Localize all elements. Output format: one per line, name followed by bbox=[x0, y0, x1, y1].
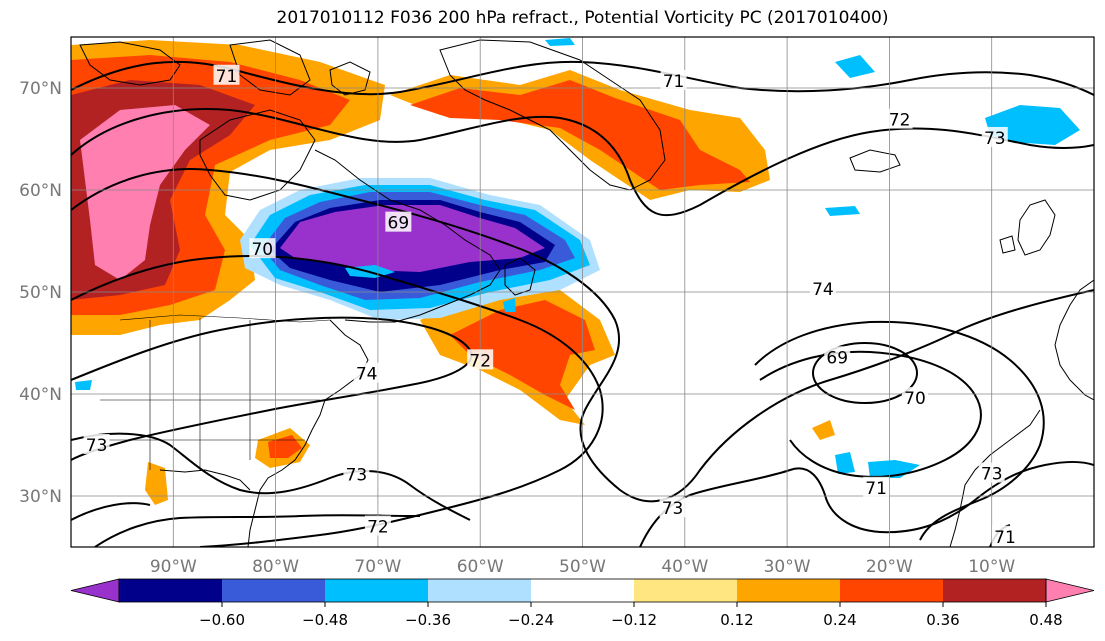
contour-label-bg bbox=[978, 462, 1005, 483]
longitude-label: 50°W bbox=[559, 557, 606, 577]
colorbar-segment bbox=[634, 579, 738, 602]
pv-negative-region bbox=[75, 380, 92, 390]
map-panel bbox=[71, 38, 1094, 547]
colorbar-segment bbox=[119, 579, 223, 602]
contour-label-bg bbox=[901, 387, 928, 408]
latitude-labels: 70°N 60°N 50°N 40°N 30°N bbox=[19, 79, 62, 507]
longitude-label: 60°W bbox=[457, 557, 504, 577]
colorbar-segment bbox=[943, 579, 1047, 602]
latitude-label: 30°N bbox=[19, 487, 62, 507]
contour-label: 70 bbox=[251, 240, 273, 260]
pv-positive-region bbox=[450, 300, 595, 410]
colorbar-tick-label: 0.12 bbox=[720, 611, 753, 629]
latitude-label: 60°N bbox=[19, 181, 62, 201]
colorbar-extend-high bbox=[1045, 578, 1095, 603]
contour-label-bg bbox=[991, 525, 1018, 546]
pv-negative-region bbox=[545, 38, 575, 46]
longitude-label: 70°W bbox=[354, 557, 401, 577]
pv-negative-region bbox=[835, 452, 855, 474]
contour-label: 73 bbox=[346, 466, 368, 486]
longitude-label: 80°W bbox=[252, 557, 299, 577]
longitude-label: 90°W bbox=[150, 557, 197, 577]
contour-label-bg bbox=[981, 126, 1008, 147]
longitude-label: 30°W bbox=[764, 557, 811, 577]
colorbar-tick-label: −0.24 bbox=[508, 611, 554, 629]
contour-label: 71 bbox=[216, 67, 238, 87]
pv-positive-region bbox=[812, 420, 835, 440]
contour-label: 71 bbox=[663, 72, 685, 92]
contour-label: 73 bbox=[984, 129, 1006, 149]
contour-label-bg bbox=[249, 238, 276, 259]
colorbar-segment bbox=[840, 579, 944, 602]
colorbar-tick-label: −0.36 bbox=[405, 611, 451, 629]
colorbar-extend-low bbox=[70, 578, 120, 603]
contour-label: 70 bbox=[904, 389, 926, 409]
colorbar-tick-label: −0.12 bbox=[611, 611, 657, 629]
contour-label-bg bbox=[364, 515, 391, 536]
contour-label: 72 bbox=[889, 111, 911, 131]
colorbar-segment bbox=[737, 579, 841, 602]
colorbar-frame bbox=[118, 578, 1047, 603]
contour-label: 74 bbox=[356, 365, 378, 385]
contour-label: 73 bbox=[981, 465, 1003, 485]
colorbar-segment bbox=[428, 579, 532, 602]
contour-label: 72 bbox=[469, 351, 491, 371]
latitude-label: 40°N bbox=[19, 385, 62, 405]
map-title: 2017010112 F036 200 hPa refract., Potent… bbox=[276, 8, 889, 28]
contour-label: 73 bbox=[662, 499, 684, 519]
contour-label-bg bbox=[353, 362, 380, 383]
pv-positive-region bbox=[145, 462, 168, 505]
map-frame bbox=[70, 36, 1095, 548]
contour-label-bg bbox=[385, 211, 412, 232]
pv-positive-region bbox=[80, 105, 210, 280]
contour-label: 69 bbox=[826, 348, 848, 368]
contour-label-bg bbox=[660, 69, 687, 90]
colorbar-tick-label: 0.48 bbox=[1029, 611, 1062, 629]
latitude-label: 70°N bbox=[19, 79, 62, 99]
contour-label-bg bbox=[213, 64, 240, 85]
colorbar-segment bbox=[531, 579, 635, 602]
pv-negative-region bbox=[835, 55, 875, 78]
colorbar-segment bbox=[325, 579, 429, 602]
colorbar-tick-label: 0.36 bbox=[926, 611, 959, 629]
pv-negative-region bbox=[825, 206, 860, 216]
contour-label-bg bbox=[824, 346, 851, 367]
contour-label-bg bbox=[863, 476, 890, 497]
contour-label: 74 bbox=[812, 280, 834, 300]
pv-negative-region bbox=[280, 205, 545, 272]
latitude-label: 50°N bbox=[19, 283, 62, 303]
pv-negative-region bbox=[503, 298, 516, 312]
contour-label-bg bbox=[886, 108, 913, 129]
contour-label: 73 bbox=[86, 436, 108, 456]
longitude-label: 20°W bbox=[866, 557, 913, 577]
contour-labels: 71 71 72 73 69 70 74 72 74 69 70 73 73 73 71 73 72 71 bbox=[83, 64, 1018, 548]
longitude-labels: 90°W 80°W 70°W 60°W 50°W 40°W 30°W 20°W 10°W bbox=[150, 557, 1016, 577]
colorbar: −0.60 −0.48 −0.36 −0.24 −0.12 0.12 0.24 0.36 0.4… bbox=[70, 578, 1095, 629]
graticule bbox=[71, 37, 1094, 547]
longitude-label: 40°W bbox=[661, 557, 708, 577]
colorbar-segment bbox=[222, 579, 326, 602]
longitude-label: 10°W bbox=[968, 557, 1015, 577]
contour-label: 72 bbox=[367, 518, 389, 538]
contour-label: 69 bbox=[388, 214, 410, 234]
colorbar-tick-label: −0.60 bbox=[199, 611, 245, 629]
contour-label-bg bbox=[83, 434, 110, 454]
pv-negative-region bbox=[868, 460, 920, 478]
contour-label: 71 bbox=[865, 479, 887, 499]
contour-label-bg bbox=[659, 497, 686, 518]
contour-label-bg bbox=[467, 349, 494, 370]
pv-negative-region bbox=[985, 105, 1080, 145]
colorbar-tick-label: −0.48 bbox=[302, 611, 348, 629]
pv-positive-region bbox=[410, 80, 750, 190]
pv-positive-region bbox=[268, 435, 302, 458]
contour-label-bg bbox=[343, 463, 370, 484]
colorbar-tick-label: 0.24 bbox=[823, 611, 856, 629]
contour-label-bg bbox=[809, 277, 836, 298]
contour-label: 71 bbox=[994, 528, 1016, 548]
coastlines bbox=[79, 39, 1094, 547]
